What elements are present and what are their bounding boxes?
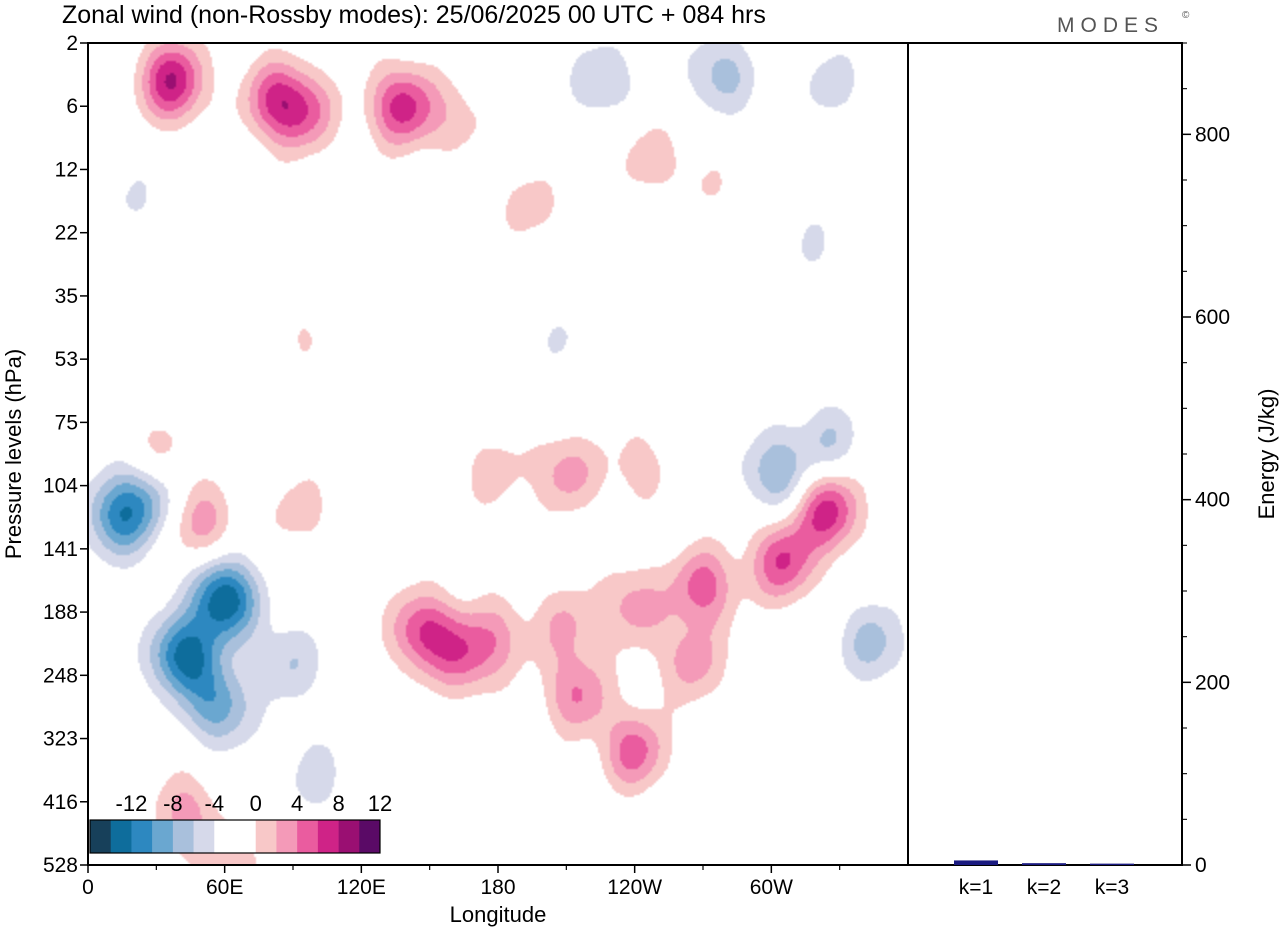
energy-bars: k=1 k=2 k=3 — [954, 860, 1134, 899]
colorbar-swatch — [255, 820, 277, 853]
y-tick-label: 22 — [55, 222, 78, 245]
colorbar-label: -4 — [205, 791, 225, 816]
energy-axis-label: Energy (J/kg) — [1254, 389, 1279, 520]
y-axis-label: Pressure levels (hPa) — [1, 349, 26, 559]
colorbar-label: 0 — [250, 791, 262, 816]
energy-bar — [1022, 863, 1066, 865]
y-tick-label: 6 — [66, 95, 78, 118]
brand-text: MODES — [1057, 14, 1164, 37]
y-tick-label: 323 — [43, 728, 78, 751]
y-tick-label: 53 — [55, 348, 78, 371]
y-tick-label: 2 — [66, 32, 78, 55]
y-tick-label: 35 — [55, 285, 78, 308]
colorbar-label: 8 — [332, 791, 344, 816]
energy-tick-label: 800 — [1195, 123, 1230, 146]
contour-field-image — [88, 43, 908, 865]
y-tick-label: 188 — [43, 601, 78, 624]
colorbar-frame — [89, 819, 381, 854]
colorbar-swatch — [235, 820, 257, 853]
energy-tick-label: 0 — [1195, 854, 1207, 877]
colorbar-swatch — [276, 820, 298, 853]
colorbar-label: 4 — [291, 791, 303, 816]
y-tick-label: 416 — [43, 791, 78, 814]
contour-map: 0 60E 120E 180 120W 60W 2 6 12 22 35 53 75 104 141 188… — [1, 32, 909, 927]
x-tick-label: 180 — [480, 876, 515, 899]
y-tick-label: 12 — [55, 158, 78, 181]
bar-category-label: k=2 — [1027, 876, 1061, 899]
colorbar-swatch — [152, 820, 174, 853]
colorbar-swatch — [214, 820, 236, 853]
energy-bar — [954, 860, 998, 865]
bar-category-label: k=1 — [959, 876, 993, 899]
y-tick-label: 141 — [43, 538, 78, 561]
brand-mark: © — [1182, 10, 1190, 21]
energy-tick-label: 600 — [1195, 306, 1230, 329]
energy-bar — [1090, 863, 1134, 865]
colorbar-swatch — [131, 820, 153, 853]
x-axis-label: Longitude — [450, 902, 547, 927]
y-tick-label: 248 — [43, 664, 78, 687]
bar-frame — [907, 42, 1183, 866]
energy-tick-label: 200 — [1195, 671, 1230, 694]
x-tick-label: 0 — [82, 876, 94, 899]
colorbar-swatch — [90, 820, 112, 853]
colorbar-label: -12 — [116, 791, 148, 816]
x-tick-label: 120W — [607, 876, 662, 899]
colorbar: -12 -8 -4 0 4 8 12 — [89, 791, 392, 854]
colorbar-label: 12 — [368, 791, 392, 816]
x-axis-ticks: 0 60E 120E 180 120W 60W — [82, 865, 841, 899]
x-tick-label: 120E — [337, 876, 386, 899]
energy-tick-label: 400 — [1195, 489, 1230, 512]
colorbar-label: -8 — [163, 791, 183, 816]
colorbar-swatch — [193, 820, 215, 853]
x-tick-label: 60W — [750, 876, 793, 899]
y-tick-label: 104 — [43, 475, 78, 498]
y-tick-label: 75 — [55, 411, 78, 434]
colorbar-swatch — [359, 820, 381, 853]
energy-axis-ticks: 0 200 400 600 800 — [1182, 42, 1230, 877]
colorbar-swatch — [297, 820, 319, 853]
colorbar-swatch — [317, 820, 339, 853]
energy-bar-chart: k=1 k=2 k=3 0 200 400 600 800 Energy (J/kg) — [907, 42, 1279, 899]
y-tick-label: 528 — [43, 854, 78, 877]
y-axis-ticks: 2 6 12 22 35 53 75 104 141 188 248 323 416 528 — [43, 32, 88, 877]
brand-logo: MODES © — [1057, 10, 1190, 37]
chart-title: Zonal wind (non-Rossby modes): 25/06/202… — [62, 1, 766, 29]
x-tick-label: 60E — [206, 876, 243, 899]
colorbar-swatch — [338, 820, 360, 853]
colorbar-swatch — [172, 820, 194, 853]
bar-category-label: k=3 — [1095, 876, 1129, 899]
colorbar-swatch — [110, 820, 132, 853]
